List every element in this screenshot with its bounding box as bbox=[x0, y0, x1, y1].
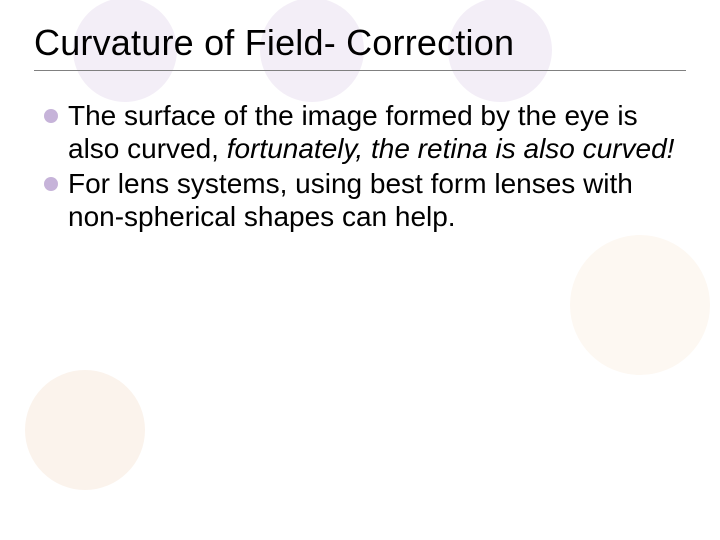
bullet-icon bbox=[44, 109, 58, 123]
bullet-text-em: fortunately, the retina is also curved! bbox=[227, 133, 675, 164]
bullet-text-pre: For lens systems, using best form lenses… bbox=[68, 168, 633, 232]
list-item: The surface of the image formed by the e… bbox=[44, 99, 686, 165]
bullet-list: The surface of the image formed by the e… bbox=[34, 99, 686, 233]
bullet-icon bbox=[44, 177, 58, 191]
slide-container: Curvature of Field- Correction The surfa… bbox=[0, 0, 720, 540]
list-item: For lens systems, using best form lenses… bbox=[44, 167, 686, 233]
slide-title: Curvature of Field- Correction bbox=[34, 22, 686, 71]
